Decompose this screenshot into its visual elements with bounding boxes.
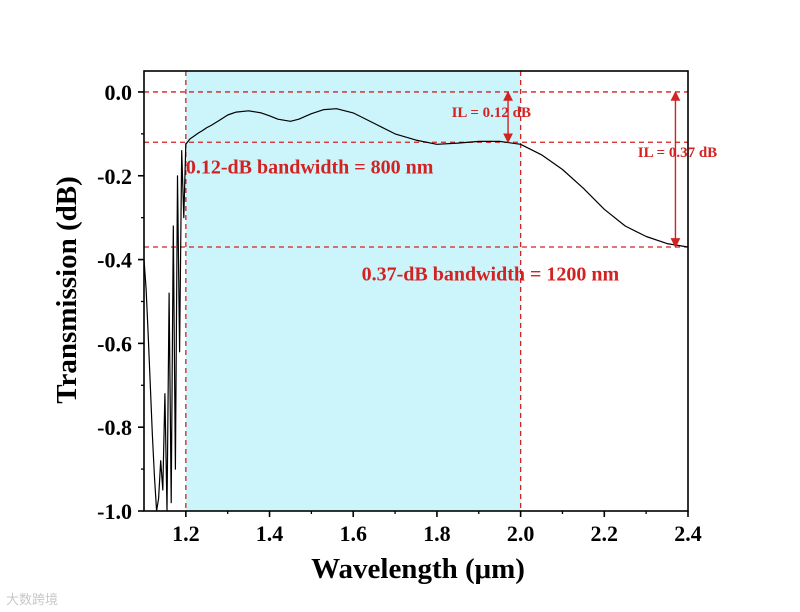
plot-frame	[143, 70, 689, 512]
x-tick-label-5: 2.2	[591, 521, 619, 546]
annotation-0: IL = 0.12 dB	[452, 105, 531, 121]
series-line-0	[143, 108, 689, 512]
x-tick-label-2: 1.6	[339, 521, 367, 546]
x-tick-label-6: 2.4	[674, 521, 702, 546]
y-tick-label-3: -0.6	[97, 331, 132, 356]
annotation-2: 0.12-dB bandwidth = 800 nm	[186, 157, 434, 179]
x-tick-label-4: 2.0	[507, 521, 535, 546]
x-tick-label-1: 1.4	[256, 521, 284, 546]
x-axis-title: Wavelength (μm)	[311, 553, 525, 585]
watermark: 大数跨境	[6, 593, 59, 608]
y-tick-label-1: -0.2	[97, 164, 132, 189]
x-tick-label-0: 1.2	[172, 521, 200, 546]
y-tick-label-4: -0.8	[97, 415, 132, 440]
y-tick-label-5: -1.0	[97, 499, 132, 524]
annotation-3: 0.37-dB bandwidth = 1200 nm	[362, 264, 620, 286]
x-tick-label-3: 1.8	[423, 521, 451, 546]
y-axis-title: Transmission (dB)	[51, 176, 83, 403]
shaded-band	[185, 71, 521, 511]
y-tick-label-2: -0.4	[97, 248, 132, 273]
y-tick-label-0: 0.0	[105, 80, 133, 105]
annotation-1: IL = 0.37 dB	[638, 145, 717, 161]
